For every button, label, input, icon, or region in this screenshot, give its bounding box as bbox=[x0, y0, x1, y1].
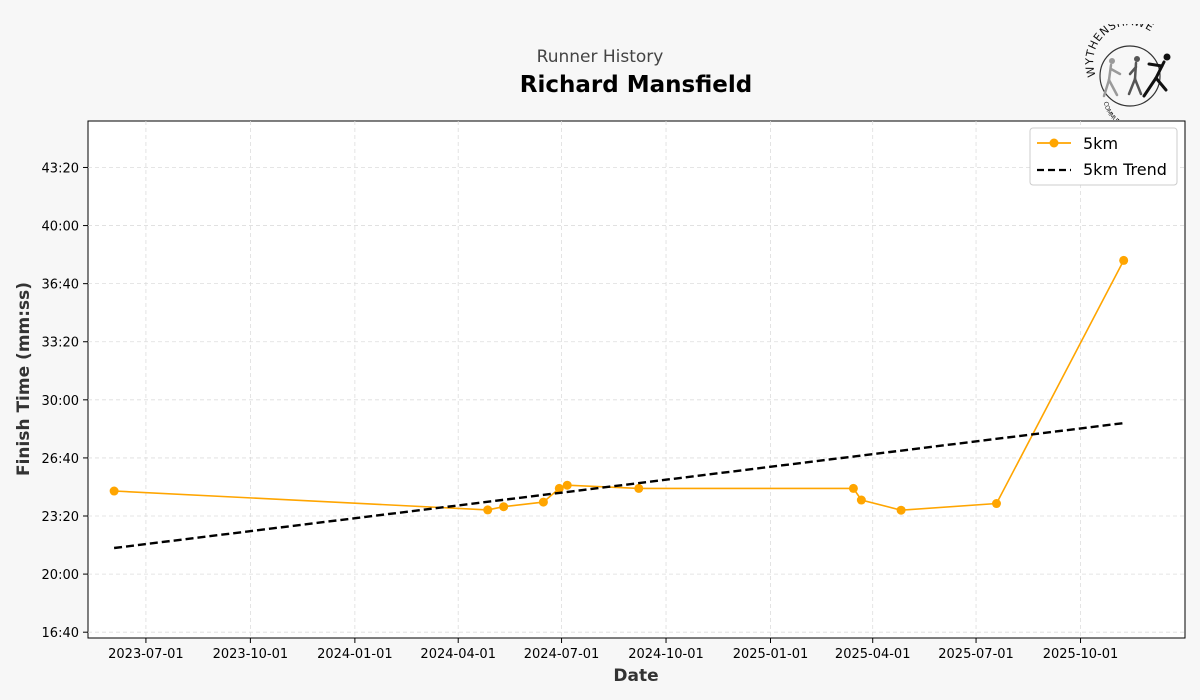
data-point-5km bbox=[554, 483, 564, 493]
data-point-5km bbox=[483, 505, 493, 515]
x-tick-label: 2024-07-01 bbox=[524, 647, 600, 662]
y-tick-label: 23:20 bbox=[42, 510, 79, 525]
legend: 5km 5km Trend bbox=[1029, 127, 1178, 186]
chart-subtitle: Runner History bbox=[536, 47, 664, 67]
y-tick-label: 26:40 bbox=[42, 452, 79, 467]
data-point-5km bbox=[634, 483, 644, 493]
x-tick-label: 2025-04-01 bbox=[835, 647, 911, 662]
y-tick-label: 30:00 bbox=[42, 394, 79, 409]
y-tick-label: 33:20 bbox=[42, 336, 79, 351]
legend-5km-marker bbox=[1049, 138, 1059, 148]
data-point-5km bbox=[538, 497, 548, 507]
y-tick-label: 36:40 bbox=[42, 278, 79, 293]
data-point-5km bbox=[848, 483, 858, 493]
x-tick-label: 2023-10-01 bbox=[213, 647, 289, 662]
data-point-5km bbox=[562, 480, 572, 490]
svg-text:WYTHENSHAWE: WYTHENSHAWE bbox=[1084, 24, 1156, 78]
x-tick-label: 2024-04-01 bbox=[420, 647, 496, 662]
y-tick-label: 20:00 bbox=[42, 568, 79, 583]
plot-area bbox=[87, 120, 1186, 639]
chart-title: Richard Mansfield bbox=[519, 72, 753, 98]
y-tick-label: 43:20 bbox=[42, 161, 79, 176]
x-axis-label: Date bbox=[613, 666, 658, 686]
runner-black-icon bbox=[1142, 53, 1171, 98]
x-tick-label: 2023-07-01 bbox=[108, 647, 184, 662]
x-axis-ticks: 2023-07-01 2023-10-01 2024-01-01 2024-04-01… bbox=[108, 638, 1118, 662]
legend-5km-label: 5km bbox=[1083, 134, 1118, 153]
x-tick-label: 2024-10-01 bbox=[628, 647, 704, 662]
runner-grey-icon bbox=[1102, 58, 1122, 98]
x-tick-label: 2025-07-01 bbox=[938, 647, 1014, 662]
data-point-5km bbox=[991, 499, 1001, 509]
data-point-5km bbox=[1119, 255, 1129, 265]
y-axis-ticks: 16:40 20:00 23:20 26:40 30:00 33:20 36:40 40:00… bbox=[42, 161, 88, 641]
data-point-5km bbox=[856, 495, 866, 505]
data-point-5km bbox=[109, 486, 119, 496]
data-point-5km bbox=[499, 502, 509, 512]
wythenshawe-logo: WYTHENSHAWE COMMUNITY RUN bbox=[1084, 24, 1171, 120]
series-layer bbox=[109, 255, 1129, 550]
y-tick-label: 16:40 bbox=[42, 626, 79, 641]
x-tick-label: 2025-01-01 bbox=[733, 647, 809, 662]
data-point-5km bbox=[896, 505, 906, 515]
x-tick-label: 2025-10-01 bbox=[1043, 647, 1119, 662]
y-tick-label: 40:00 bbox=[42, 220, 79, 235]
y-axis-label: Finish Time (mm:ss) bbox=[14, 282, 34, 476]
svg-text:COMMUNITY RUN: COMMUNITY RUN bbox=[1102, 101, 1143, 120]
grid-lines bbox=[88, 121, 1185, 638]
runner-dark-icon bbox=[1127, 56, 1143, 96]
series-5km-trend-line bbox=[113, 421, 1124, 550]
x-tick-label: 2024-01-01 bbox=[317, 647, 393, 662]
legend-trend-label: 5km Trend bbox=[1083, 160, 1167, 179]
